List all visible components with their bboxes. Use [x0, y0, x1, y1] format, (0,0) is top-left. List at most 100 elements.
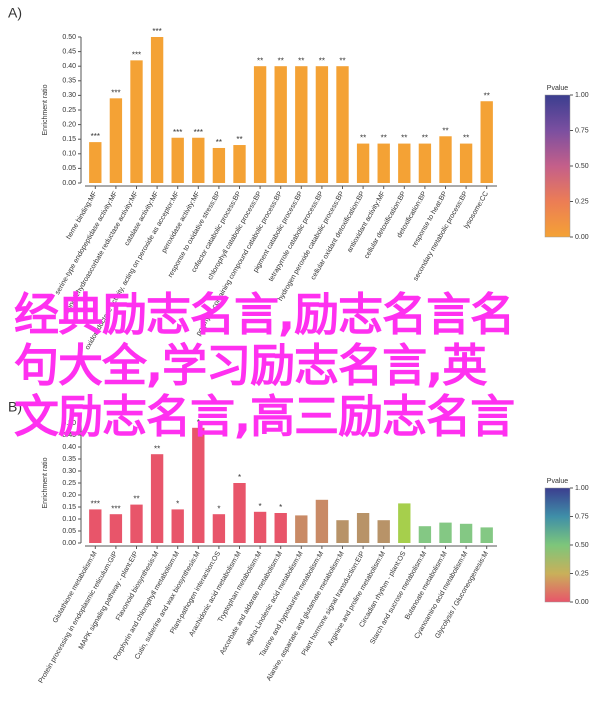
colorbar-tick-label: 0.50 [575, 163, 589, 170]
significance-label: ** [133, 495, 139, 504]
bar [315, 499, 329, 543]
significance-label: ** [298, 56, 304, 65]
bar [150, 454, 164, 543]
bar [274, 66, 287, 183]
bar [480, 527, 493, 543]
colorbar-title: Pvalue [547, 85, 569, 92]
bar [109, 98, 123, 183]
y-axis-label: Enrichment ratio [42, 457, 49, 508]
y-tick-label: 0.40 [62, 63, 76, 70]
y-tick-label: 0.30 [62, 92, 76, 99]
y-tick-label: 0.20 [62, 121, 76, 128]
bar [89, 142, 102, 183]
y-tick-label: 0.20 [62, 492, 76, 499]
bar [130, 504, 143, 543]
bar [418, 526, 432, 543]
bar [439, 136, 452, 183]
overlay-text: 句大全,学习励志名言,英 [14, 339, 487, 392]
bar [109, 514, 123, 543]
panel-label: B) [8, 399, 22, 415]
y-tick-label: 0.15 [62, 504, 76, 511]
bar [212, 514, 226, 543]
x-tick-label: Alanine, aspartate and glutamate metabol… [266, 550, 346, 682]
significance-label: *** [111, 504, 120, 513]
y-tick-label: 0.45 [62, 432, 76, 439]
significance-label: *** [152, 27, 161, 36]
bar [171, 509, 184, 543]
significance-label: * [197, 418, 200, 427]
bar [233, 483, 246, 543]
significance-label: ** [381, 134, 387, 143]
colorbar-tick-label: 0.00 [575, 234, 589, 241]
colorbar-tick-label: 0.00 [575, 599, 589, 606]
overlay-text: 经典励志名言,励志名言名 [14, 288, 515, 341]
y-tick-label: 0.00 [62, 540, 76, 547]
y-tick-label: 0.10 [62, 516, 76, 523]
y-tick-label: 0.35 [62, 78, 76, 85]
bar [377, 143, 390, 183]
colorbar-tick-label: 0.25 [575, 570, 589, 577]
colorbar [544, 94, 571, 238]
colorbar-tick-label: 0.50 [575, 542, 589, 549]
y-tick-label: 0.45 [62, 48, 76, 55]
bar [418, 143, 432, 183]
y-tick-label: 0.50 [62, 34, 76, 41]
significance-label: * [259, 502, 262, 511]
overlay-text: 文励志名言,高三励志名言 [14, 390, 515, 443]
bar [253, 511, 267, 543]
panel-label: A) [8, 5, 22, 21]
significance-label: * [217, 504, 220, 513]
colorbar-tick-label: 0.25 [575, 198, 589, 205]
bar [356, 513, 370, 543]
bar [480, 101, 493, 183]
significance-label: ** [278, 56, 284, 65]
bar [212, 147, 226, 183]
significance-label: ** [484, 91, 490, 100]
colorbar-tick-label: 1.00 [575, 485, 589, 492]
significance-label: ** [216, 138, 222, 147]
significance-label: ** [257, 56, 263, 65]
colorbar [544, 487, 571, 603]
significance-label: ** [401, 134, 407, 143]
bar [315, 66, 329, 183]
bar [150, 37, 164, 183]
significance-label: *** [194, 128, 203, 137]
bar [439, 522, 452, 543]
colorbar-tick-label: 0.75 [575, 127, 589, 134]
significance-label: ** [442, 126, 448, 135]
significance-label: ** [360, 134, 366, 143]
significance-label: * [238, 473, 241, 482]
bar [171, 137, 184, 183]
y-tick-label: 0.30 [62, 468, 76, 475]
significance-label: * [279, 503, 282, 512]
significance-label: ** [463, 134, 469, 143]
bar [192, 137, 205, 183]
y-axis-label: Enrichment ratio [42, 84, 49, 135]
bar [356, 143, 370, 183]
colorbar-title: Pvalue [547, 478, 569, 485]
bar [459, 523, 473, 543]
significance-label: ** [154, 444, 160, 453]
y-tick-label: 0.50 [62, 420, 76, 427]
significance-label: ** [319, 56, 325, 65]
significance-label: ** [422, 134, 428, 143]
x-tick-label: peroxidase activity:MF [161, 190, 202, 254]
significance-label: *** [173, 128, 182, 137]
y-tick-label: 0.10 [62, 151, 76, 158]
colorbar-tick-label: 0.75 [575, 513, 589, 520]
bar [459, 143, 473, 183]
bar [336, 66, 349, 183]
bar [295, 66, 308, 183]
y-tick-label: 0.00 [62, 180, 76, 187]
bar [377, 520, 390, 543]
significance-label: * [176, 500, 179, 509]
x-tick-label: Protein processing in endoplasmic reticu… [38, 550, 120, 685]
x-tick-label: antioxidant activity:MF [346, 190, 387, 253]
significance-label: ** [339, 56, 345, 65]
bar [398, 143, 411, 183]
bar [336, 520, 349, 543]
y-tick-label: 0.25 [62, 107, 76, 114]
colorbar-tick-label: 1.00 [575, 92, 589, 99]
bar [233, 145, 246, 183]
